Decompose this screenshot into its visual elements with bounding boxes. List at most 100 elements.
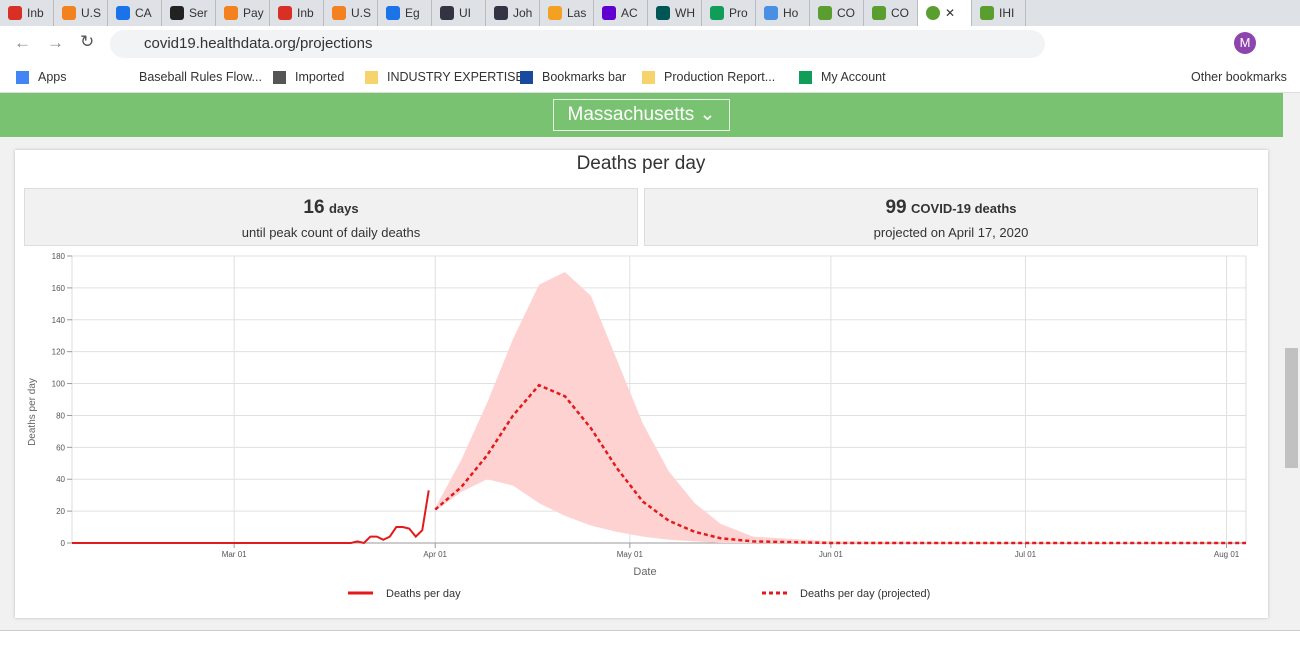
stat-caption: until peak count of daily deaths — [241, 225, 421, 240]
bookmark-icon — [642, 71, 655, 84]
tab-icon — [926, 6, 940, 20]
bookmark-icon — [799, 71, 812, 84]
stat-number: 99 — [885, 197, 907, 218]
y-tick-label: 140 — [52, 316, 66, 325]
x-tick-label: May 01 — [617, 550, 644, 559]
tab-title: Ho — [783, 6, 799, 20]
tab[interactable]: Ser — [162, 0, 216, 26]
tab-title: CA — [135, 6, 152, 20]
tab[interactable]: Pro — [702, 0, 756, 26]
bookmark[interactable]: INDUSTRY EXPERTISE — [387, 70, 524, 84]
bookmark-icon — [117, 71, 130, 84]
y-tick-label: 80 — [56, 411, 65, 420]
tab[interactable]: Pay — [216, 0, 270, 26]
scroll-thumb[interactable] — [1285, 348, 1298, 468]
location: Massachusetts — [567, 104, 695, 125]
tab[interactable]: Joh — [486, 0, 540, 26]
tab-title: UI — [459, 6, 471, 20]
y-tick-label: 180 — [52, 252, 66, 261]
bookmark[interactable]: Imported — [295, 70, 345, 84]
tab-title: Joh — [513, 6, 533, 20]
tab-icon — [8, 6, 22, 20]
y-tick-label: 100 — [52, 380, 66, 389]
tab[interactable]: CO — [810, 0, 864, 26]
tab-icon — [872, 6, 886, 20]
stat-unit: days — [328, 201, 359, 216]
tab[interactable]: CO — [864, 0, 918, 26]
tab-icon — [710, 6, 724, 20]
y-axis-label: Deaths per day — [27, 378, 38, 446]
tab-title: Las — [567, 6, 587, 20]
chart: Deaths per day Date Deaths per day 0 20 40… — [27, 153, 1247, 600]
x-tick-label: Jun 01 — [819, 550, 844, 559]
tab[interactable]: AC — [594, 0, 648, 26]
tab[interactable]: Inb — [0, 0, 54, 26]
x-tick-label: Apr 01 — [423, 550, 447, 559]
tab-title: Inb — [297, 6, 314, 20]
bookmark[interactable]: Bookmarks bar — [542, 70, 627, 84]
tab-icon — [602, 6, 616, 20]
y-tick-label: 120 — [52, 348, 66, 357]
tab-title: CO — [891, 6, 909, 20]
x-axis-label: Date — [633, 566, 656, 578]
tab-title: Inb — [27, 6, 44, 20]
tab-icon — [656, 6, 670, 20]
bookmark-icon — [16, 71, 29, 84]
tab-icon — [764, 6, 778, 20]
tab-icon — [818, 6, 832, 20]
tab[interactable]: Eg — [378, 0, 432, 26]
y-tick-label: 20 — [56, 507, 65, 516]
toolbar: ← → ↻ covid19.healthdata.org/projections… — [0, 26, 1300, 62]
tab-icon — [440, 6, 454, 20]
stat-caption: projected on April 17, 2020 — [873, 225, 1029, 240]
tab-title: Pay — [243, 6, 264, 20]
y-tick-label: 60 — [56, 443, 65, 452]
bookmark-icon — [273, 71, 286, 84]
tab-icon — [332, 6, 346, 20]
tab[interactable]: ✕ — [918, 0, 972, 26]
bookmark[interactable]: Baseball Rules Flow... — [139, 70, 262, 84]
bookmark-icon — [365, 71, 378, 84]
bookmark[interactable]: Apps — [38, 70, 67, 84]
tab-title: Ser — [189, 6, 208, 20]
tab[interactable]: IHI — [972, 0, 1026, 26]
tab-icon — [278, 6, 292, 20]
tab[interactable]: Las — [540, 0, 594, 26]
tab[interactable]: UI — [432, 0, 486, 26]
bookmark-icon — [520, 71, 533, 84]
tab[interactable]: WH — [648, 0, 702, 26]
x-tick-label: Aug 01 — [1214, 550, 1240, 559]
tab-icon — [170, 6, 184, 20]
bookmark[interactable]: My Account — [821, 70, 886, 84]
uncertainty-band — [435, 271, 1246, 543]
tab[interactable]: Inb — [270, 0, 324, 26]
bookmark[interactable]: Production Report... — [664, 70, 776, 84]
tab[interactable]: CA — [108, 0, 162, 26]
tab-title: U.S — [81, 6, 102, 20]
tab-icon — [224, 6, 238, 20]
tab[interactable]: Ho — [756, 0, 810, 26]
profile[interactable]: M — [1234, 32, 1256, 54]
bookmark[interactable]: Other bookmarks — [1191, 70, 1287, 84]
tab[interactable]: U.S — [54, 0, 108, 26]
tab-icon — [494, 6, 508, 20]
tab[interactable]: U.S — [324, 0, 378, 26]
tab-title: Pro — [729, 6, 748, 20]
stat-number: 16 — [303, 197, 325, 218]
location-dropdown[interactable]: Massachusetts ⌄ — [553, 99, 730, 131]
tab-icon — [386, 6, 400, 20]
x-tick-label: Jul 01 — [1015, 550, 1037, 559]
address-bar[interactable]: covid19.healthdata.org/projections — [110, 30, 1045, 58]
tab-strip: Inb U.S CA Ser Pay Inb U.S Eg UI Joh Las AC WH Pro Ho C… — [0, 0, 1300, 26]
series-line — [434, 383, 1246, 545]
tab-title: IHI — [999, 6, 1015, 20]
tab-icon — [548, 6, 562, 20]
tab-title: U.S — [351, 6, 372, 20]
y-tick-label: 40 — [56, 475, 65, 484]
series-line — [72, 490, 430, 545]
tab-icon — [980, 6, 994, 20]
header: Massachusetts ⌄ — [0, 93, 1283, 137]
tab-icon — [62, 6, 76, 20]
chart-title: Deaths per day — [577, 153, 706, 174]
